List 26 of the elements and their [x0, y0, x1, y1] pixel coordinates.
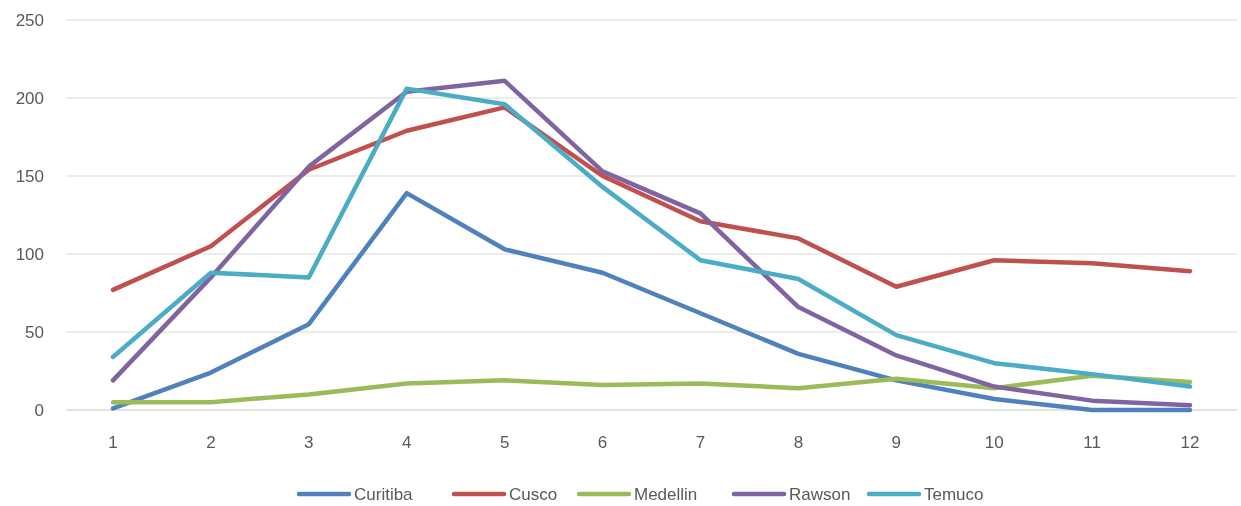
x-tick-label: 4: [401, 433, 412, 452]
y-tick-label: 50: [25, 322, 44, 342]
y-tick-label: 0: [34, 400, 44, 420]
line-series: [110, 190, 1193, 413]
legend-label: Cusco: [509, 484, 558, 504]
x-tick-label: 9: [891, 433, 902, 452]
legend-label: Rawson: [789, 484, 851, 504]
x-tick-label: 2: [206, 433, 216, 452]
x-tick-label: 6: [597, 433, 608, 452]
x-tick-label: 1: [108, 433, 118, 452]
x-tick-label: 8: [793, 433, 804, 452]
line-series: [110, 105, 1193, 293]
x-tick-label: 3: [304, 433, 314, 452]
x-tick-label: 10: [984, 433, 1004, 452]
x-tick-label: 12: [1180, 433, 1200, 452]
legend-label: Curitiba: [354, 484, 414, 504]
y-tick-label: 250: [15, 10, 44, 30]
legend-label: Medellin: [634, 484, 698, 504]
x-tick-label: 5: [499, 433, 510, 452]
line-series: [110, 373, 1193, 405]
y-tick-label: 150: [15, 166, 44, 186]
y-tick-label: 200: [15, 88, 44, 108]
legend-label: Temuco: [924, 484, 984, 504]
y-tick-label: 100: [15, 244, 44, 264]
x-tick-label: 11: [1083, 433, 1101, 452]
x-tick-label: 7: [695, 433, 706, 452]
